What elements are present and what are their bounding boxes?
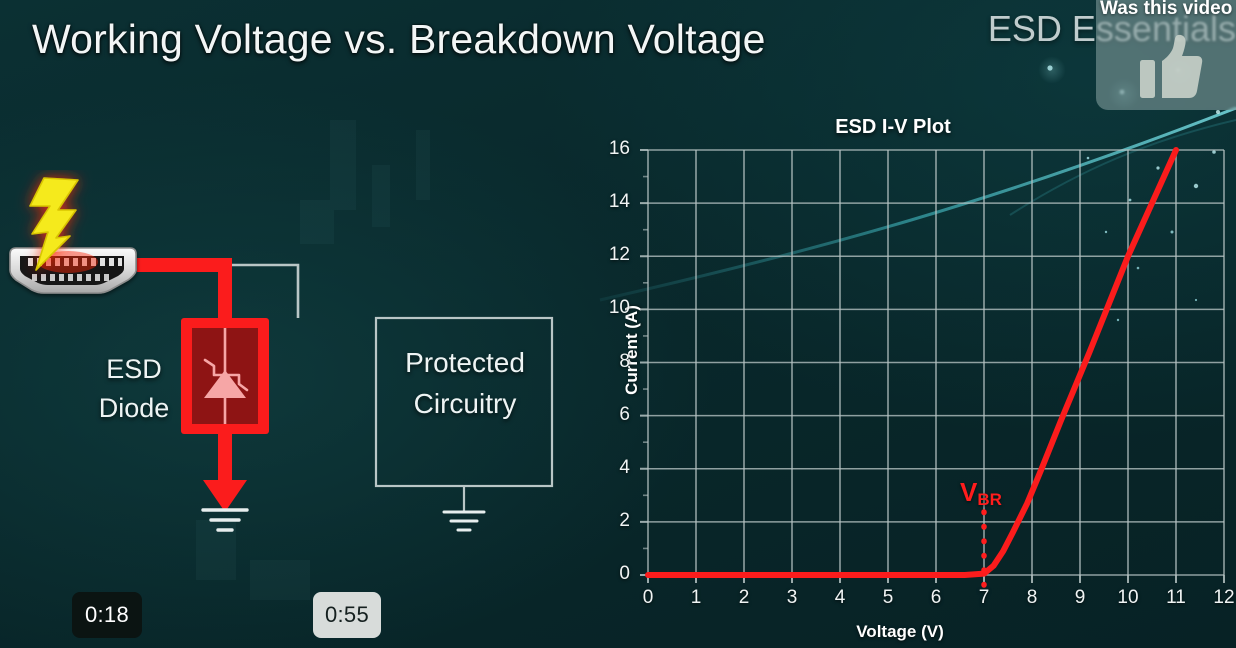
zener-diode-icon (203, 328, 249, 424)
chart-y-tick: 14 (608, 191, 630, 213)
protected-circuitry-block[interactable] (374, 316, 554, 512)
chart-title: ESD I-V Plot (835, 116, 951, 138)
timestamp-current[interactable]: 0:18 (72, 592, 142, 638)
protected-circuitry-label: Protected Circuitry (375, 342, 555, 425)
protected-circuitry-label-line1: Protected (405, 347, 525, 378)
chart-y-tick: 12 (608, 244, 630, 266)
esd-diode-label-line2: Diode (98, 393, 170, 424)
chart-plot-area (640, 147, 1225, 588)
chart-x-tick: 10 (1117, 587, 1139, 608)
video-feedback-overlay[interactable]: Was this video helpful? (1096, 0, 1236, 110)
breakdown-voltage-annotation: VBR (960, 477, 1002, 510)
chart-gridlines (647, 149, 1225, 576)
lightning-bolt-icon (29, 177, 79, 271)
chart-x-tick: 1 (690, 587, 702, 608)
chart-x-tick: 6 (930, 587, 942, 608)
chart-y-tick: 4 (619, 456, 630, 478)
esd-diode-component[interactable] (181, 318, 269, 434)
chart-y-tick: 10 (608, 297, 630, 319)
chart-x-tick: 12 (1213, 587, 1235, 608)
chart-x-tick: 0 (642, 587, 654, 608)
chart-x-tick: 11 (1166, 587, 1186, 608)
protected-circuitry-label-line2: Circuitry (413, 388, 517, 420)
chart-x-tick: 9 (1074, 587, 1086, 608)
chart-x-axis-label: Voltage (V) (856, 622, 944, 641)
esd-current-path (137, 258, 247, 512)
chart-series-line (645, 147, 1179, 578)
vbr-symbol: V (960, 477, 978, 508)
esd-protection-circuit-diagram: ESD Diode Protected Circuitry (0, 170, 600, 570)
feedback-question: Was this video helpful? (1100, 0, 1236, 19)
chart-x-tick: 3 (786, 587, 798, 608)
vbr-subscript: BR (977, 490, 1002, 510)
chart-x-tick: 4 (834, 587, 846, 608)
page-title: Working Voltage vs. Breakdown Voltage (32, 16, 766, 62)
chart-x-tick: 2 (738, 587, 750, 608)
esd-diode-label: ESD Diode (88, 350, 180, 428)
chart-x-tick: 7 (978, 587, 990, 608)
chart-y-tick: 8 (619, 350, 630, 372)
chart-y-tick: 0 (619, 563, 630, 584)
chart-y-tick: 16 (608, 138, 630, 159)
chart-axis-ticks (640, 149, 1225, 583)
esd-diode-label-line1: ESD (106, 354, 162, 384)
ground-symbol-icon (201, 508, 249, 532)
chart-y-tick: 6 (619, 403, 630, 425)
ground-symbol-icon (442, 510, 486, 532)
chart-y-tick: 2 (619, 509, 630, 531)
hdmi-connector-icon (9, 247, 137, 294)
thumbs-up-icon[interactable] (1140, 34, 1204, 100)
timestamp-total[interactable]: 0:55 (313, 592, 381, 638)
chart-x-tick: 5 (882, 587, 894, 608)
chart-x-tick: 8 (1026, 587, 1038, 608)
